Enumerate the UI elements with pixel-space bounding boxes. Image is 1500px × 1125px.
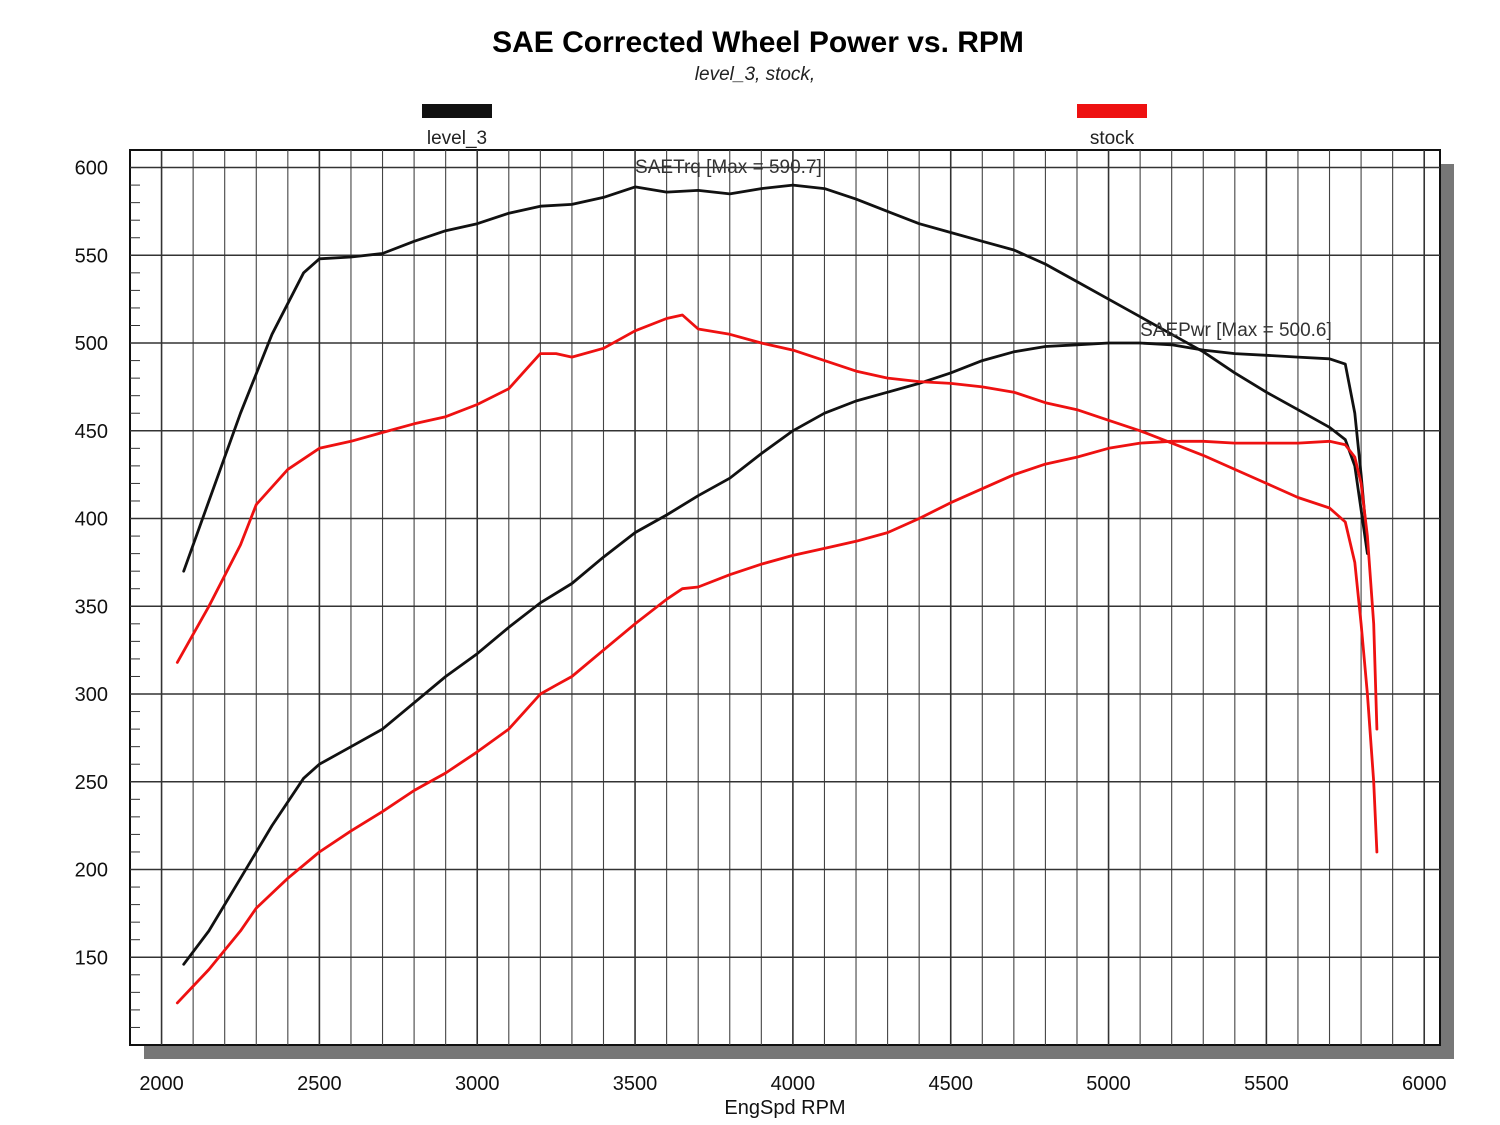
y-tick-label: 300 xyxy=(75,684,108,706)
tick-labels: 2000 2500 3000 3500 4000 4500 5000 5500 6000 150 2… xyxy=(75,158,1447,1095)
chart-subtitle: level_3, stock, xyxy=(695,64,815,85)
annotation-label: SAEPwr [Max = 500.6] xyxy=(1140,320,1332,341)
series-line-level_3-SAEPwr xyxy=(182,341,1369,966)
series-lines xyxy=(175,183,1379,1005)
series-line-stock-SAEPwr xyxy=(175,439,1379,1005)
x-tick-label: 2000 xyxy=(139,1073,184,1095)
legend-swatch xyxy=(1077,104,1147,118)
y-tick-label: 600 xyxy=(75,158,108,180)
x-tick-label: 5500 xyxy=(1244,1073,1289,1095)
annotations: SAETrq [Max = 590.7] SAEPwr [Max = 500.6] xyxy=(635,157,1332,341)
x-tick-label: 3000 xyxy=(455,1073,500,1095)
y-tick-label: 200 xyxy=(75,860,108,882)
y-tick-label: 150 xyxy=(75,947,108,969)
y-tick-label: 250 xyxy=(75,772,108,794)
legend-label: stock xyxy=(1090,128,1135,149)
series-line-stock-SAETrq xyxy=(175,313,1379,854)
x-axis-label: EngSpd RPM xyxy=(724,1097,845,1119)
x-tick-label: 5000 xyxy=(1086,1073,1131,1095)
legend-label: level_3 xyxy=(427,128,487,149)
grid xyxy=(130,150,1440,1045)
legend-swatch xyxy=(422,104,492,118)
x-tick-label: 2500 xyxy=(297,1073,342,1095)
x-tick-label: 3500 xyxy=(613,1073,658,1095)
annotation-label: SAETrq [Max = 590.7] xyxy=(635,157,822,178)
legend: level_3 stock xyxy=(422,104,1147,149)
y-tick-label: 350 xyxy=(75,596,108,618)
x-tick-label: 4000 xyxy=(771,1073,816,1095)
series-line-level_3-SAETrq xyxy=(182,183,1369,573)
y-tick-label: 550 xyxy=(75,245,108,267)
y-tick-label: 450 xyxy=(75,421,108,443)
x-tick-label: 6000 xyxy=(1402,1073,1447,1095)
y-tick-label: 400 xyxy=(75,509,108,531)
x-tick-label: 4500 xyxy=(928,1073,973,1095)
chart-title: SAE Corrected Wheel Power vs. RPM xyxy=(492,26,1024,59)
y-tick-label: 500 xyxy=(75,333,108,355)
plot-area xyxy=(129,149,1441,1046)
